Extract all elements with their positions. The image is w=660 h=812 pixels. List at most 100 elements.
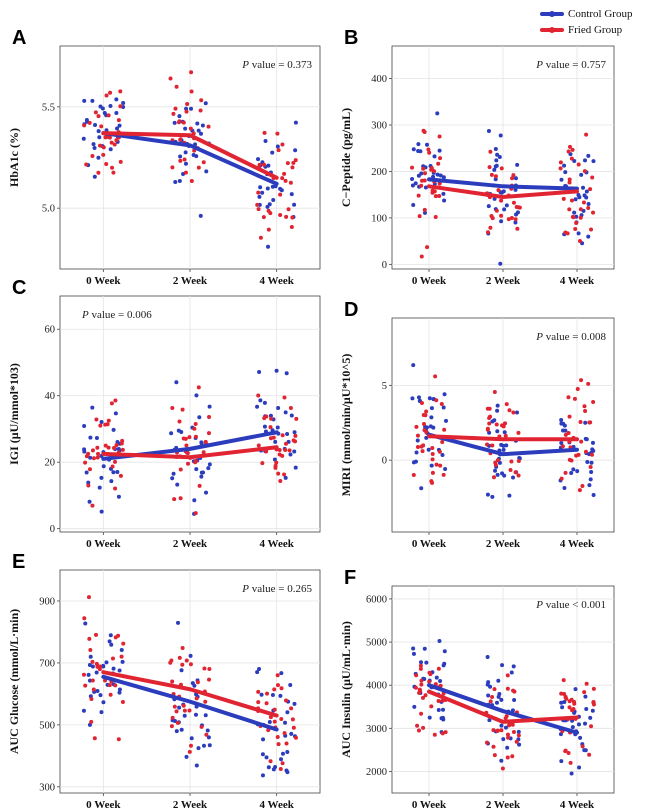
data-point (415, 438, 420, 443)
data-point (117, 123, 122, 128)
data-point (499, 213, 504, 218)
data-point (410, 396, 415, 401)
data-point (500, 766, 505, 771)
data-point (419, 660, 424, 665)
data-point (284, 371, 289, 376)
data-point (87, 663, 92, 668)
data-point (264, 755, 269, 760)
data-point (499, 166, 504, 171)
data-point (491, 744, 496, 749)
p-value-annotation: P value = 0.006 (81, 309, 152, 321)
data-point (180, 407, 185, 412)
data-point (292, 430, 297, 435)
data-point (424, 425, 429, 430)
data-point (280, 751, 285, 756)
data-point (410, 183, 415, 188)
data-point (201, 743, 206, 748)
data-point (96, 129, 101, 134)
data-point (419, 711, 424, 716)
data-point (86, 672, 91, 677)
data-point (590, 175, 595, 180)
data-point (118, 159, 123, 164)
data-point (87, 120, 92, 125)
data-point (583, 721, 588, 726)
data-point (114, 138, 119, 143)
data-point (485, 654, 490, 659)
data-point (413, 181, 418, 186)
data-point (582, 169, 587, 174)
data-point (578, 207, 583, 212)
data-point (257, 194, 262, 199)
data-point (497, 155, 502, 160)
data-point (113, 683, 118, 688)
data-point (567, 414, 572, 419)
data-point (511, 730, 516, 735)
data-point (569, 156, 574, 161)
data-point (272, 707, 277, 712)
data-point (183, 161, 188, 166)
data-point (485, 230, 490, 235)
data-point (185, 101, 190, 106)
data-point (255, 670, 260, 675)
data-point (172, 704, 177, 709)
data-point (193, 422, 198, 427)
data-point (106, 445, 111, 450)
data-point (198, 213, 203, 218)
data-point (176, 120, 181, 125)
data-point (276, 405, 281, 410)
data-point (86, 483, 91, 488)
data-point (275, 131, 280, 136)
data-point (121, 641, 126, 646)
data-point (287, 448, 292, 453)
data-point (168, 76, 173, 81)
data-point (505, 732, 510, 737)
x-tick-label: 4 Week (260, 275, 295, 287)
data-point (513, 470, 518, 475)
data-point (187, 749, 192, 754)
data-point (419, 183, 424, 188)
data-point (504, 203, 509, 208)
data-point (98, 143, 103, 148)
data-point (197, 415, 202, 420)
data-point (276, 148, 281, 153)
data-point (486, 693, 491, 698)
data-point (90, 154, 95, 159)
data-point (437, 449, 442, 454)
data-point (119, 441, 124, 446)
data-point (424, 660, 429, 665)
data-point (189, 179, 194, 184)
data-point (503, 716, 508, 721)
data-point (177, 705, 182, 710)
mean-line-fried (101, 670, 279, 718)
data-point (104, 162, 109, 167)
data-point (271, 197, 276, 202)
data-point (484, 740, 489, 745)
data-point (576, 722, 581, 727)
data-point (108, 692, 113, 697)
data-point (562, 423, 567, 428)
data-point (292, 449, 297, 454)
data-point (502, 430, 507, 435)
mean-line-control (427, 432, 579, 457)
data-point (262, 400, 267, 405)
data-point (411, 646, 416, 651)
data-point (279, 188, 284, 193)
data-point (87, 467, 92, 472)
data-point (94, 436, 99, 441)
data-point (285, 161, 290, 166)
data-point (178, 154, 183, 159)
data-point (82, 123, 87, 128)
data-point (89, 719, 94, 724)
data-point (82, 423, 87, 428)
data-point (509, 670, 514, 675)
data-point (582, 158, 587, 163)
data-point (285, 710, 290, 715)
data-point (433, 374, 438, 379)
data-point (189, 89, 194, 94)
data-point (572, 396, 577, 401)
data-point (584, 195, 589, 200)
data-point (83, 621, 88, 626)
data-point (436, 708, 441, 713)
data-point (427, 150, 432, 155)
data-point (493, 460, 498, 465)
